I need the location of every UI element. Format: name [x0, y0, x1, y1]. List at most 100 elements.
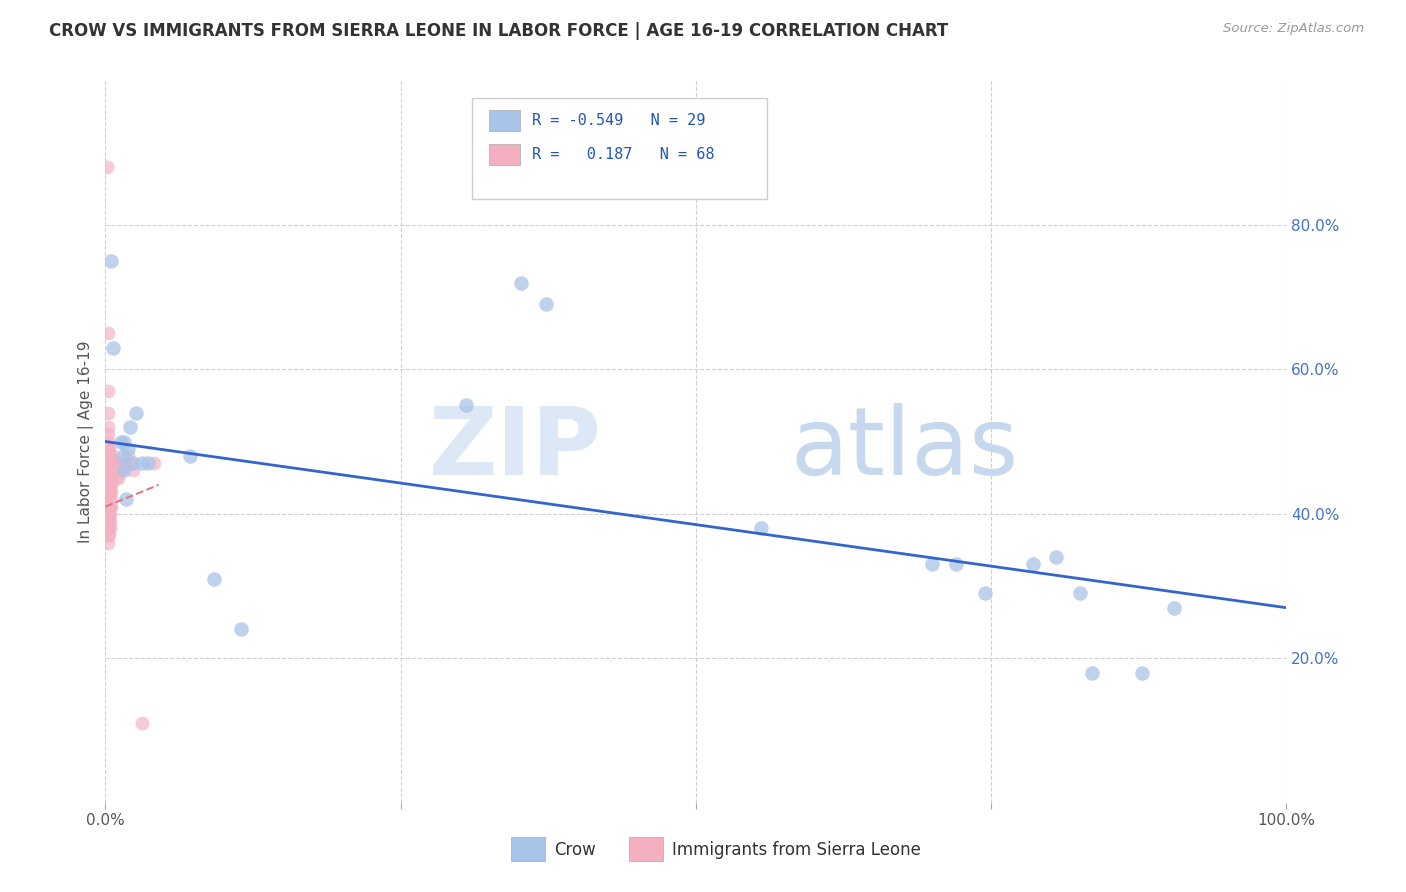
- Point: [98, 521, 121, 535]
- Point: [112, 463, 135, 477]
- Point: [98, 485, 121, 500]
- Point: [98, 463, 121, 477]
- FancyBboxPatch shape: [489, 145, 520, 165]
- Point: [202, 572, 225, 586]
- Point: [101, 341, 124, 355]
- Point: [100, 478, 122, 492]
- Point: [1069, 586, 1091, 600]
- Point: [1080, 665, 1102, 680]
- Point: [98, 449, 121, 463]
- Point: [97, 420, 120, 434]
- Point: [98, 514, 121, 528]
- Point: [97, 406, 120, 420]
- Point: [98, 492, 121, 507]
- Point: [96, 160, 118, 174]
- Point: [136, 456, 159, 470]
- Point: [97, 478, 120, 492]
- Point: [98, 456, 121, 470]
- Point: [98, 456, 121, 470]
- Point: [110, 463, 132, 477]
- Point: [103, 463, 125, 477]
- Point: [101, 456, 124, 470]
- Point: [142, 456, 165, 470]
- Point: [97, 528, 120, 542]
- Text: R = -0.549   N = 29: R = -0.549 N = 29: [531, 113, 706, 128]
- Point: [98, 500, 121, 514]
- Point: [97, 470, 120, 484]
- Point: [105, 470, 128, 484]
- Point: [103, 456, 125, 470]
- Point: [97, 507, 120, 521]
- Point: [97, 500, 120, 514]
- Point: [117, 449, 139, 463]
- Point: [100, 492, 122, 507]
- Point: [98, 442, 121, 456]
- Point: [131, 456, 153, 470]
- Point: [120, 456, 142, 470]
- Text: ZIP: ZIP: [429, 403, 602, 495]
- Point: [100, 463, 122, 477]
- Point: [98, 463, 121, 477]
- Point: [125, 406, 148, 420]
- Text: R =   0.187   N = 68: R = 0.187 N = 68: [531, 147, 714, 162]
- Point: [97, 434, 120, 449]
- Point: [231, 623, 253, 637]
- Point: [100, 470, 122, 484]
- Point: [100, 485, 122, 500]
- Text: CROW VS IMMIGRANTS FROM SIERRA LEONE IN LABOR FORCE | AGE 16-19 CORRELATION CHAR: CROW VS IMMIGRANTS FROM SIERRA LEONE IN …: [49, 22, 949, 40]
- Text: Source: ZipAtlas.com: Source: ZipAtlas.com: [1223, 22, 1364, 36]
- Point: [454, 398, 477, 412]
- Point: [98, 449, 121, 463]
- FancyBboxPatch shape: [471, 98, 766, 200]
- Point: [510, 276, 533, 290]
- Point: [1021, 558, 1043, 572]
- Point: [114, 492, 136, 507]
- Point: [104, 456, 127, 470]
- Point: [107, 470, 129, 484]
- Point: [98, 507, 121, 521]
- Point: [112, 434, 135, 449]
- Point: [97, 384, 120, 398]
- Point: [97, 463, 120, 477]
- Point: [120, 420, 142, 434]
- FancyBboxPatch shape: [489, 111, 520, 131]
- Point: [97, 449, 120, 463]
- Point: [100, 456, 122, 470]
- Point: [101, 449, 124, 463]
- Point: [1163, 600, 1185, 615]
- Point: [105, 463, 128, 477]
- Point: [97, 514, 120, 528]
- Point: [100, 253, 122, 268]
- Point: [98, 521, 121, 535]
- Point: [98, 470, 121, 484]
- Point: [131, 716, 153, 731]
- FancyBboxPatch shape: [510, 838, 544, 861]
- Text: atlas: atlas: [790, 403, 1019, 495]
- Point: [97, 485, 120, 500]
- Point: [921, 558, 943, 572]
- Point: [945, 558, 967, 572]
- Point: [97, 535, 120, 549]
- Point: [97, 442, 120, 456]
- Point: [974, 586, 997, 600]
- Point: [179, 449, 201, 463]
- Point: [98, 500, 121, 514]
- FancyBboxPatch shape: [628, 838, 662, 861]
- Point: [97, 326, 120, 340]
- Point: [98, 478, 121, 492]
- Point: [101, 463, 124, 477]
- Point: [97, 456, 120, 470]
- Point: [107, 463, 129, 477]
- Point: [98, 470, 121, 484]
- Point: [98, 507, 121, 521]
- Point: [534, 297, 557, 311]
- Point: [97, 427, 120, 442]
- Point: [110, 434, 132, 449]
- Point: [1045, 550, 1067, 565]
- Point: [98, 485, 121, 500]
- Text: Crow: Crow: [554, 841, 596, 859]
- Point: [105, 456, 128, 470]
- Point: [121, 463, 143, 477]
- Point: [117, 442, 139, 456]
- Point: [112, 449, 135, 463]
